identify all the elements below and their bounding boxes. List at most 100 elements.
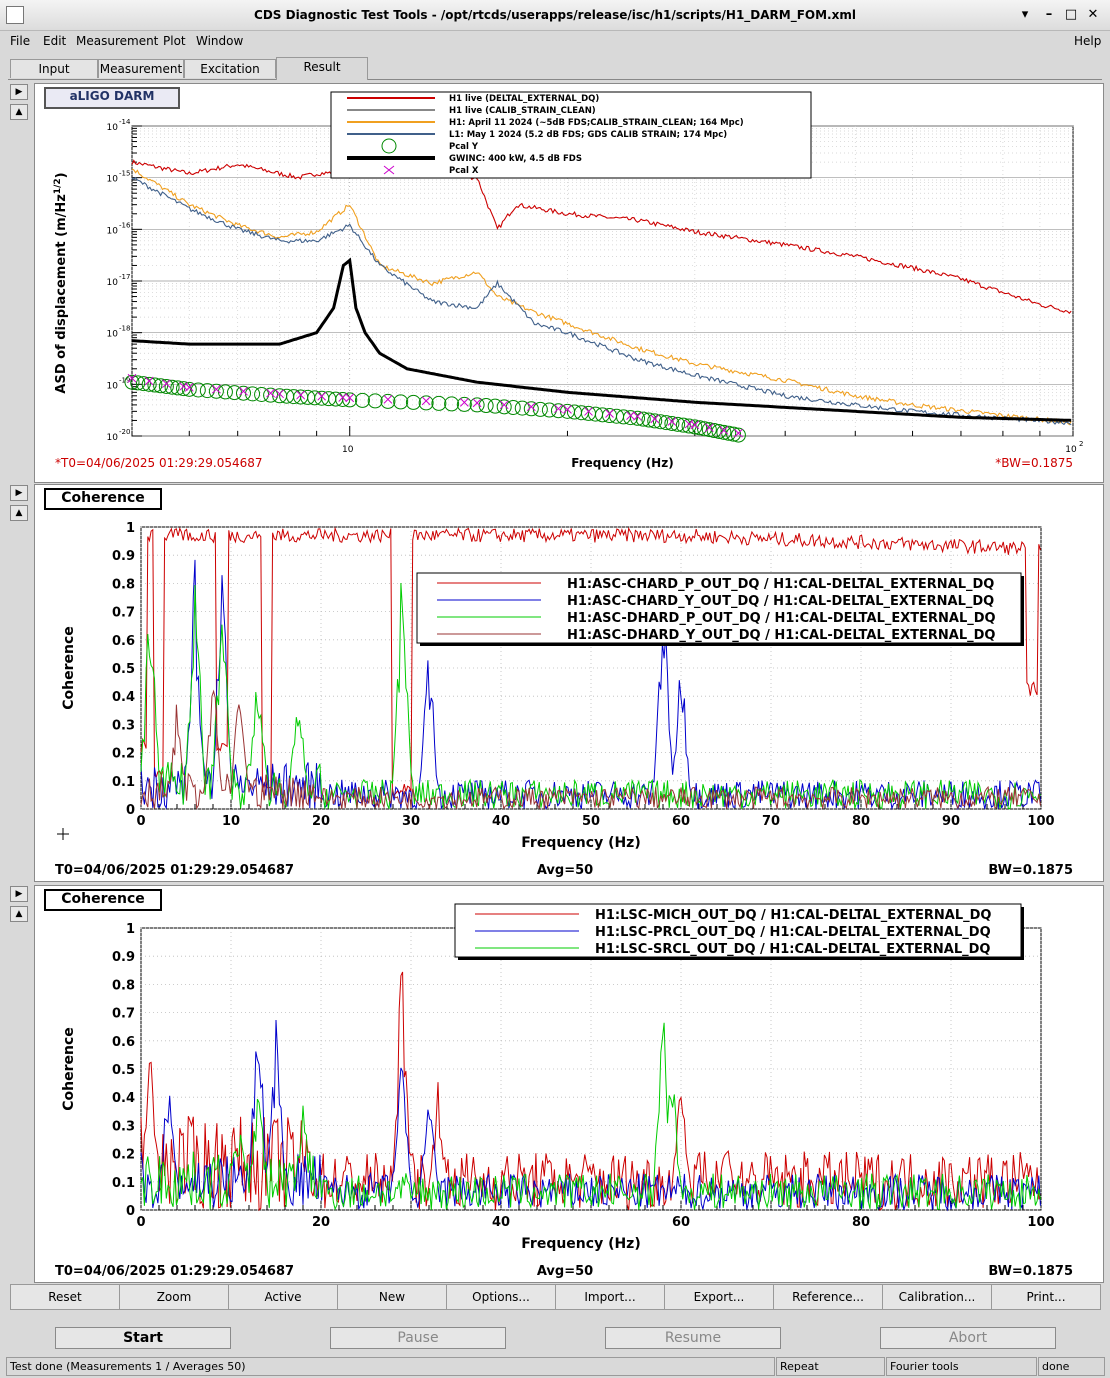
menu-measurement[interactable]: Measurement [76,34,159,48]
y-tick-base: 10 [107,278,119,288]
menu-file[interactable]: File [10,34,31,48]
legend-entry: H1:ASC-DHARD_Y_OUT_DQ / H1:CAL-DELTAL_EX… [437,628,996,643]
panel2-side-controls: ▶ ▲ [10,485,28,525]
y-tick-base: 10 [107,123,119,133]
coherence-lsc-pad[interactable]: 1 0.9 0.8 0.7 0.6 0.5 0.4 0.3 0.2 0.1 0 0 20 40 60 80 10… [34,885,1104,1283]
x-tick-label: 60 [672,814,690,829]
y-tick-label: 0.3 [112,1119,135,1134]
title-bar: CDS Diagnostic Test Tools - /opt/rtcds/u… [0,0,1110,31]
tab-result[interactable]: Result [276,57,368,80]
panel1-side-controls: ▶ ▲ [10,84,28,124]
y-tick-exponent: -18 [119,325,130,333]
pcal-y-marker [431,395,447,411]
print-button[interactable]: Print... [991,1284,1101,1310]
start-button[interactable]: Start [55,1327,231,1349]
y-tick-label: 10-18 [107,325,131,340]
abort-button[interactable]: Abort [880,1327,1056,1349]
collapse-arrow-icon[interactable]: ▲ [10,906,28,922]
pcal-y-marker [664,415,680,431]
series-line [140,582,1041,810]
pcal-x-marker [144,376,154,386]
expand-arrow-icon[interactable]: ▶ [10,84,28,100]
minimize-icon[interactable]: ▾ [1021,7,1029,22]
legend-label: H1:LSC-MICH_OUT_DQ / H1:CAL-DELTAL_EXTER… [595,908,991,923]
coherence-asc-chart: 1 0.9 0.8 0.7 0.6 0.5 0.4 0.3 0.2 0.1 00 10 20 30 40 50… [55,521,1073,878]
pcal-x-marker [690,420,700,430]
export-button[interactable]: Export... [664,1284,774,1310]
tab-excitation[interactable]: Excitation [184,59,276,78]
series-line [140,1022,1041,1211]
collapse-arrow-icon[interactable]: ▲ [10,505,28,521]
window-title: CDS Diagnostic Test Tools - /opt/rtcds/u… [254,8,856,22]
legend-entry: H1:LSC-SRCL_OUT_DQ / H1:CAL-DELTAL_EXTER… [475,942,990,957]
status-repeat: Repeat [776,1357,885,1376]
pcal-y-marker [342,392,358,408]
pcal-x-marker [605,409,614,418]
status-tools: Fourier tools [886,1357,1037,1376]
pcal-y-marker [335,391,351,407]
reset-button[interactable]: Reset [10,1284,120,1310]
pcal-y-marker [141,376,157,392]
series-line [140,689,1041,811]
series-line [131,257,1072,422]
darm-plot-pad[interactable]: 10 -14 10 -15 10 -16 10 -17 10 -18 10 -19 10 -20 10 10 2… [34,83,1104,483]
legend-entry: H1:LSC-PRCL_OUT_DQ / H1:CAL-DELTAL_EXTER… [475,925,991,940]
pcal-x-marker [626,411,635,420]
time-origin-label: T0=04/06/2025 01:29:29.054687 [55,863,294,878]
reference-button[interactable]: Reference... [773,1284,883,1310]
options-button[interactable]: Options... [446,1284,556,1310]
active-button[interactable]: Active [228,1284,338,1310]
collapse-arrow-icon[interactable]: ▲ [10,104,28,120]
y-tick-label: 0.1 [112,775,135,790]
resume-button[interactable]: Resume [605,1327,781,1349]
pcal-x-marker [704,423,714,432]
y-tick-label: 0.5 [112,662,135,677]
legend-entry: H1:ASC-CHARD_Y_OUT_DQ / H1:CAL-DELTAL_EX… [437,594,994,609]
y-tick-label: 10-14 [107,118,131,133]
menu-window[interactable]: Window [196,34,244,48]
pause-button[interactable]: Pause [330,1327,506,1349]
pcal-y-marker [208,383,224,399]
panel3-side-controls: ▶ ▲ [10,886,28,926]
import-button[interactable]: Import... [555,1284,665,1310]
pcal-x-marker [499,400,509,410]
pcal-y-marker [444,396,460,412]
x-tick-label: 20 [312,814,330,829]
coherence-asc-pad[interactable]: 1 0.9 0.8 0.7 0.6 0.5 0.4 0.3 0.2 0.1 0 0 10 20 30 40 50… [34,484,1104,882]
pcal-x-marker [734,428,743,438]
x-tick-label: 40 [492,814,510,829]
pcal-y-marker [716,424,732,440]
menu-help[interactable]: Help [1074,34,1102,48]
x-tick-label: 70 [762,814,780,829]
pcal-x-marker [719,426,729,435]
maximize-icon[interactable]: □ [1064,7,1078,22]
x-tick-label: 80 [852,814,870,829]
y-tick-label: 0.9 [112,950,135,965]
menu-edit[interactable]: Edit [43,34,67,48]
pcal-y-marker [354,392,370,408]
bandwidth-label: *BW=0.1875 [995,456,1073,470]
y-tick-base: 10 [107,381,119,391]
x-tick-label: 60 [672,1215,690,1230]
new-button[interactable]: New [337,1284,447,1310]
zoom-button[interactable]: Zoom [119,1284,229,1310]
series-line [140,526,1041,796]
series-line [140,1019,1041,1212]
close-icon[interactable]: ✕ [1087,7,1099,22]
menu-plot[interactable]: Plot [163,34,186,48]
pcal-y-marker [235,385,251,401]
legend-entry: H1: April 11 2024 (~5dB FDS;CALIB_STRAIN… [347,118,744,128]
calibration-button[interactable]: Calibration... [882,1284,992,1310]
pcal-x-marker [239,386,248,396]
y-axis-label: Coherence [61,626,77,710]
pcal-x-marker [266,388,275,398]
expand-arrow-icon[interactable]: ▶ [10,886,28,902]
minimize-button-icon[interactable]: – [1045,7,1053,22]
expand-arrow-icon[interactable]: ▶ [10,485,28,501]
tab-measurement[interactable]: Measurement [98,59,184,78]
y-axis-label-sup: 1/2 [53,178,63,194]
y-tick-label: 0 [126,803,135,818]
pcal-y-marker [721,425,737,441]
y-tick-base: 10 [107,330,119,340]
tab-input[interactable]: Input [10,59,98,78]
